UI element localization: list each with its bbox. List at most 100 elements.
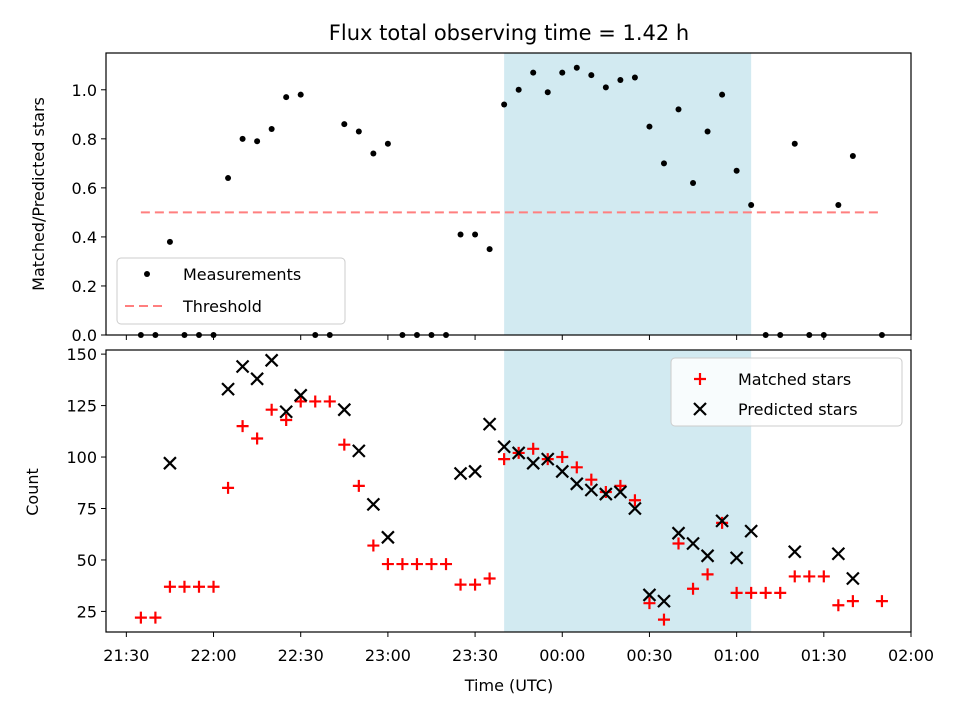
predicted-star-point (352, 444, 366, 458)
matched-star-point (309, 395, 322, 408)
measurement-point (268, 126, 275, 133)
measurement-point (544, 89, 551, 96)
measurement-point (733, 167, 740, 174)
y-tick-label: 100 (66, 448, 97, 467)
predicted-star-point (482, 417, 497, 431)
matched-star-point (469, 578, 482, 591)
measurement-point (457, 231, 464, 238)
matched-star-point (163, 580, 176, 593)
legend-label: Matched stars (738, 370, 851, 389)
matched-star-point (672, 537, 685, 550)
matched-star-point (149, 611, 162, 624)
matched-star-point (716, 516, 729, 529)
legend-label: Measurements (183, 265, 301, 284)
x-tick-label: 00:00 (539, 646, 585, 665)
measurement-point (225, 175, 232, 182)
measurement-point (719, 91, 726, 98)
predicted-star-point (468, 464, 482, 479)
predicted-star-point (846, 571, 860, 586)
y-tick-label: 25 (77, 602, 97, 621)
predicted-star-point (526, 456, 540, 470)
y-tick-label: 0.2 (72, 277, 97, 296)
matched-star-point (352, 479, 365, 492)
measurement-point (660, 160, 667, 167)
measurement-point (835, 202, 842, 209)
count-legend: Matched stars Predicted stars (670, 357, 903, 427)
predicted-star-point (657, 594, 671, 608)
measurement-point (631, 74, 638, 81)
predicted-star-point (163, 456, 177, 470)
matched-star-point (745, 586, 758, 599)
x-tick-label: 01:00 (714, 646, 760, 665)
measurement-point (370, 150, 377, 157)
x-tick-label: 01:30 (801, 646, 847, 665)
legend-label: Threshold (182, 297, 262, 316)
matched-star-point (759, 586, 772, 599)
matched-star-point (657, 613, 670, 626)
top-y-axis-label: Matched/Predicted stars (29, 97, 48, 291)
matched-star-point (730, 586, 743, 599)
matched-star-point (483, 572, 496, 585)
matched-star-point (178, 580, 191, 593)
x-axis-label: Time (UTC) (464, 676, 553, 695)
matched-star-point (192, 580, 205, 593)
predicted-star-point (628, 501, 642, 516)
matched-star-point (788, 570, 801, 583)
predicted-star-point (366, 497, 381, 512)
measurement-point (472, 231, 479, 238)
predicted-star-point (337, 402, 352, 417)
predicted-star-point (584, 483, 599, 497)
matched-star-point (236, 420, 249, 433)
predicted-star-point (250, 372, 264, 386)
matched-star-point (832, 599, 845, 612)
matched-star-point (338, 438, 351, 451)
predicted-star-point (540, 452, 555, 466)
measurement-point (486, 246, 493, 253)
measurement-point (617, 76, 624, 83)
y-tick-label: 150 (66, 345, 97, 364)
matched-star-point (875, 595, 888, 608)
measurement-point (515, 86, 522, 93)
matched-star-point (570, 461, 583, 474)
matched-star-point (265, 403, 278, 416)
matched-star-point (585, 473, 598, 486)
y-tick-label: 1.0 (72, 81, 97, 100)
predicted-star-point (221, 382, 235, 396)
matched-star-point (687, 582, 700, 595)
chart-title: Flux total observing time = 1.42 h (329, 21, 689, 45)
x-tick-label: 00:30 (626, 646, 672, 665)
matched-star-point (556, 451, 569, 464)
predicted-star-point (787, 544, 802, 559)
y-tick-label: 75 (77, 499, 97, 518)
x-tick-label: 02:00 (888, 646, 934, 665)
ratio-legend: Measurements Threshold (116, 257, 346, 325)
x-tick-label: 23:30 (452, 646, 498, 665)
matched-star-point (454, 578, 467, 591)
matched-star-point (614, 479, 627, 492)
legend-box (116, 257, 346, 325)
predicted-star-point (686, 536, 700, 551)
legend-predicted-marker (693, 402, 707, 416)
y-tick-label: 125 (66, 397, 97, 416)
measurement-point (239, 135, 246, 142)
matched-star-point (701, 568, 714, 581)
measurement-point (254, 138, 261, 145)
y-tick-label: 0.6 (72, 179, 97, 198)
plot-frame (105, 52, 912, 336)
predicted-star-point (381, 530, 395, 545)
predicted-star-point (453, 466, 468, 481)
measurement-point (573, 64, 580, 71)
count-panel: 25 50 75 100 125 150 21:30 22:00 22:30 23:00 23:30… (66, 345, 934, 665)
predicted-star-point (613, 485, 628, 499)
measurement-point (384, 140, 391, 147)
matched-star-point (846, 595, 859, 608)
matched-star-point (599, 486, 612, 499)
matched-star-point (381, 558, 394, 571)
measurement-point (791, 140, 798, 147)
legend-measurement-marker (144, 271, 150, 277)
matched-star-point (425, 558, 438, 571)
matched-star-point (527, 442, 540, 455)
y-tick-label: 0.4 (72, 228, 97, 247)
predicted-star-point (599, 487, 613, 501)
predicted-star-point (700, 549, 715, 563)
